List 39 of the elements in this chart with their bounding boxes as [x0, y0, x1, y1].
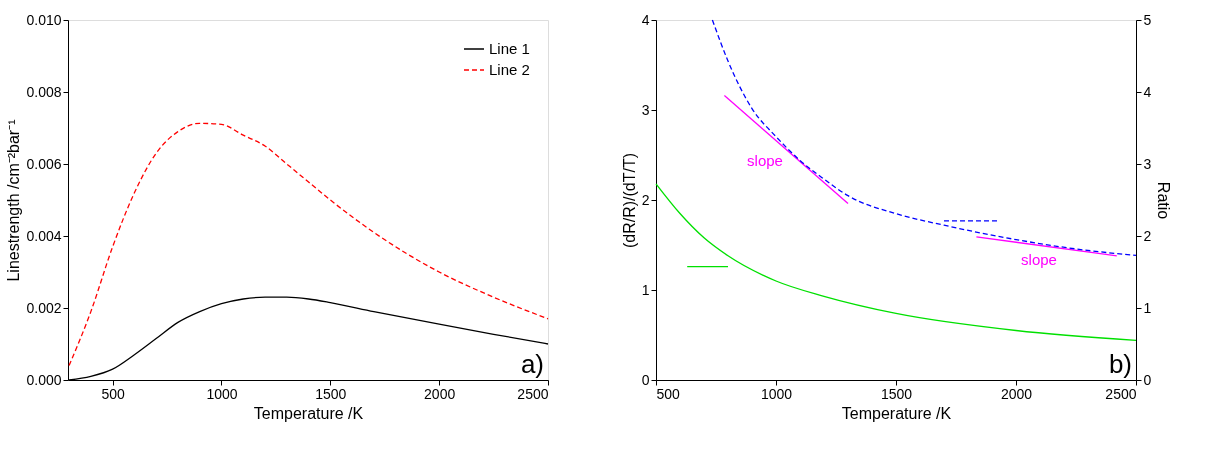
legend-label: Line 1 [489, 40, 530, 57]
x-tick-label: 2000 [424, 385, 456, 402]
y2-axis-title: Ratio [1155, 181, 1173, 220]
y2-tick-label: 1 [1143, 299, 1152, 316]
line-series [655, 183, 1137, 342]
y-tick-label: 4 [641, 11, 650, 28]
y-tick-label: 0 [641, 371, 650, 388]
y-tick-label: 0.008 [26, 83, 62, 100]
y2-tick-label: 2 [1143, 227, 1152, 244]
y-tick-label: 1 [641, 281, 650, 298]
y-tick-label: 0.010 [26, 11, 62, 28]
x-tick-label: 2500 [517, 385, 549, 402]
y2-tick-label: 3 [1143, 155, 1152, 172]
annotation: b) [1108, 349, 1132, 379]
y2-tick-label: 4 [1143, 83, 1152, 100]
y-tick-label: 2 [641, 191, 650, 208]
x-axis-title: Temperature /K [253, 404, 364, 422]
y-tick-label: 0.004 [26, 227, 62, 244]
y-axis-title: Linestrength /cm⁻²bar⁻¹ [5, 119, 23, 282]
x-tick-label: 1500 [315, 385, 347, 402]
x-tick-label: 1000 [760, 385, 793, 402]
legend-label: Line 2 [489, 61, 530, 78]
x-axis-title: Temperature /K [841, 404, 952, 422]
annotation: slope [747, 152, 783, 169]
annotation: a) [520, 349, 544, 379]
y-tick-label: 0.002 [26, 299, 62, 316]
x-tick-label: 500 [101, 385, 126, 402]
y2-tick-label: 5 [1143, 11, 1152, 28]
x-tick-label: 1000 [206, 385, 238, 402]
y-tick-label: 0.000 [26, 371, 62, 388]
x-tick-label: 1500 [880, 385, 913, 402]
x-tick-label: 2000 [1000, 385, 1033, 402]
annotation: slope [1021, 251, 1057, 268]
x-tick-label: 2500 [1105, 385, 1137, 402]
x-tick-label: 500 [656, 385, 681, 402]
y-tick-label: 3 [641, 101, 650, 118]
y-tick-label: 0.006 [26, 155, 62, 172]
y2-tick-label: 0 [1143, 371, 1152, 388]
y-axis-title: (dR/R)/(dT/T) [620, 152, 638, 249]
